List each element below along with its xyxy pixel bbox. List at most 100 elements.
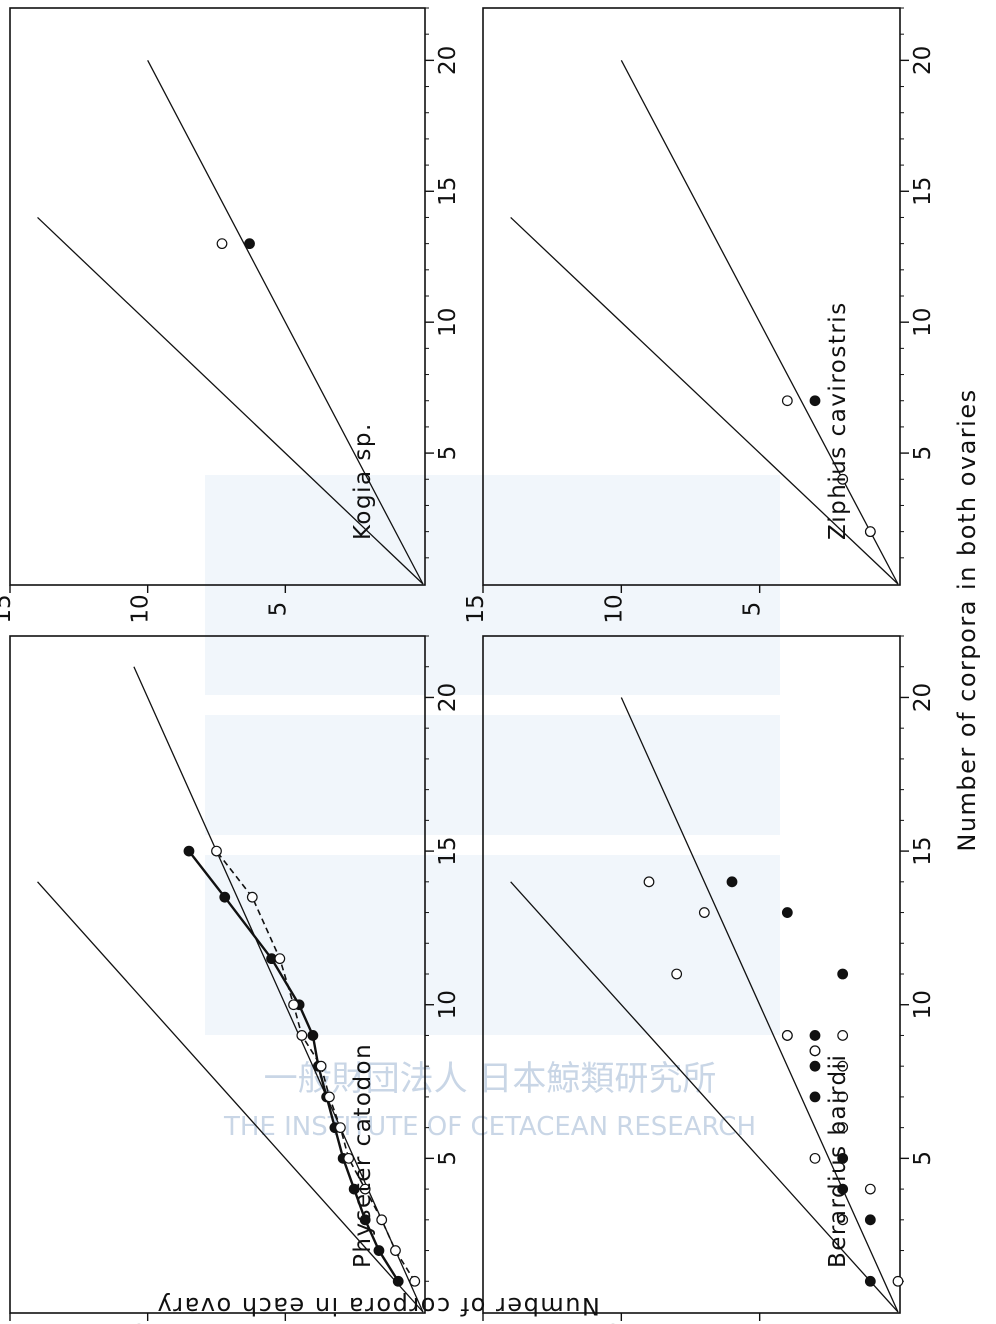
x-tick-label: 5: [435, 446, 461, 461]
data-point-filled: [781, 907, 793, 918]
data-point-filled: [809, 395, 821, 407]
data-point-filled: [392, 1275, 404, 1287]
data-point-filled: [183, 845, 195, 857]
chart-panel: 510152051015Berardius bairdii: [463, 635, 936, 1324]
x-tick-label: 10: [435, 990, 461, 1019]
data-point-open: [359, 1183, 371, 1195]
data-point-filled: [837, 968, 849, 980]
y-tick-label: 10: [601, 594, 627, 623]
watermark: ICR 一般財団法人 日本鯨類研究所 THE INSTITUTE OF CETA…: [205, 475, 780, 1283]
data-point-open: [274, 953, 286, 965]
x-tick-label: 10: [435, 308, 461, 337]
data-point-open: [323, 1091, 335, 1103]
x-tick-label: 10: [910, 308, 936, 337]
y-tick-label: 10: [601, 1322, 627, 1324]
data-point-open: [376, 1214, 388, 1226]
x-axis-title: Number of corpora in both ovaries: [953, 388, 981, 851]
y-tick-label: 15: [0, 1322, 16, 1324]
data-point-open: [837, 1214, 849, 1226]
y-tick-label: 5: [265, 602, 291, 617]
reference-line: [510, 216, 899, 585]
data-point-open: [296, 1030, 308, 1041]
data-point-filled: [864, 1275, 876, 1287]
data-point-open: [390, 1245, 401, 1256]
panel-title: Kogia sp.: [350, 422, 376, 540]
data-point-filled: [837, 1183, 849, 1195]
reference-line: [620, 697, 899, 1313]
data-point-open: [809, 1045, 821, 1057]
y-tick-label: 10: [128, 594, 154, 623]
data-point-filled: [809, 1091, 821, 1103]
reference-line: [510, 881, 899, 1313]
x-tick-label: 15: [910, 836, 936, 865]
chart-panel: 510152051015Physeter catodon: [0, 635, 461, 1324]
data-point-open: [837, 1091, 849, 1103]
data-point-open: [246, 891, 258, 903]
data-point-open: [315, 1060, 327, 1072]
data-point-filled: [809, 1030, 821, 1041]
y-tick-label: 15: [0, 594, 16, 623]
x-tick-label: 5: [435, 1151, 461, 1166]
x-tick-label: 15: [435, 177, 461, 206]
watermark-band: [205, 715, 780, 835]
y-tick-label: 10: [128, 1322, 154, 1324]
x-tick-label: 5: [910, 1151, 936, 1166]
data-point-open: [837, 1122, 849, 1134]
data-point-open: [781, 1030, 793, 1041]
x-tick-label: 20: [435, 683, 461, 712]
data-point-open: [216, 238, 228, 250]
data-point-filled: [809, 1060, 821, 1072]
data-point-open: [781, 395, 793, 407]
chart-panel: 5 10 15 20 5 10 15 Kogia sp.: [0, 7, 461, 624]
data-point-open: [643, 876, 655, 888]
y-tick-label: 15: [463, 594, 489, 623]
data-point-open: [211, 845, 222, 857]
watermark-logo: ICR: [639, 1177, 704, 1282]
data-point-filled: [726, 876, 738, 888]
panel-title: Ziphius cavirostris: [825, 301, 851, 540]
y-tick-label: 5: [740, 602, 766, 617]
data-point-open: [864, 1183, 876, 1195]
data-point-open: [837, 1030, 849, 1041]
reference-line: [37, 881, 424, 1313]
data-point-filled: [373, 1245, 385, 1256]
x-tick-label: 10: [910, 990, 936, 1019]
data-point-open: [698, 907, 710, 918]
reference-line: [147, 60, 424, 585]
watermark-text-jp: 一般財団法人 日本鯨類研究所: [264, 1059, 717, 1099]
reference-line: [133, 666, 424, 1313]
x-tick-label: 15: [910, 177, 936, 206]
x-tick-label: 20: [910, 683, 936, 712]
x-tick-label: 20: [435, 46, 461, 75]
x-tick-label: 5: [910, 446, 936, 461]
data-point-filled: [359, 1214, 371, 1226]
data-point-open: [288, 999, 299, 1011]
chart-panels: 5 10 15 20 5 10 15 Physeter catodon 5 10 15 20 5 10 15…: [0, 7, 936, 1324]
y-tick-label: 15: [463, 1322, 489, 1324]
data-point-open: [409, 1275, 421, 1287]
chart-panel: 5 10 15 20 5 10 15 Ziphius cavirostris: [463, 7, 936, 624]
data-point-open: [809, 1152, 821, 1164]
data-point-open: [864, 526, 876, 538]
panel-title: Berardius bairdii: [825, 1054, 851, 1268]
panel-title: Physeter catodon: [350, 1043, 376, 1268]
data-point-filled: [864, 1214, 876, 1226]
data-point-filled: [219, 891, 231, 903]
data-point-open: [892, 1275, 904, 1287]
data-point-filled: [348, 1183, 360, 1195]
y-axis-title: Number of corpora in each ovary: [156, 1292, 600, 1320]
data-point-open: [671, 968, 683, 980]
data-point-open: [837, 473, 849, 485]
data-point-filled: [307, 1030, 319, 1041]
x-tick-label: 20: [910, 46, 936, 75]
reference-line: [620, 60, 899, 585]
data-point-filled: [244, 238, 255, 250]
data-point-filled: [837, 1152, 849, 1164]
reference-line: [37, 216, 424, 585]
x-tick-label: 15: [435, 836, 461, 865]
data-point-open: [335, 1122, 346, 1134]
data-point-open: [343, 1152, 355, 1164]
data-point-open: [837, 1060, 849, 1072]
watermark-text-en: THE INSTITUTE OF CETACEAN RESEARCH: [223, 1112, 756, 1142]
